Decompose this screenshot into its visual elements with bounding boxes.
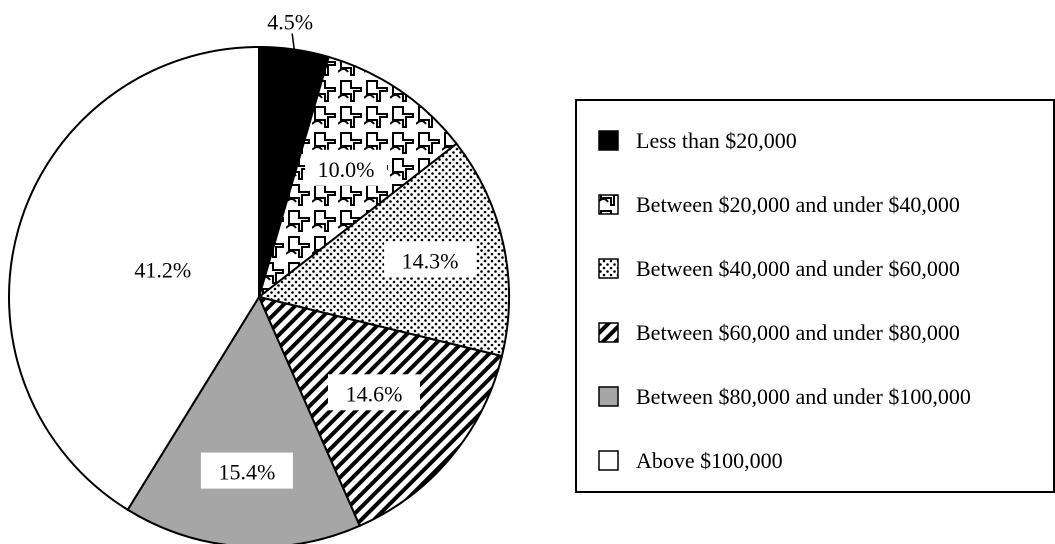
legend-swatch-4 xyxy=(598,322,619,343)
data-label-2: 10.0% xyxy=(318,157,375,182)
legend-label-6: Above $100,000 xyxy=(636,448,783,473)
data-label-3: 14.3% xyxy=(402,248,459,273)
pie-slice-4 xyxy=(257,295,504,528)
legend-swatch-2 xyxy=(598,194,619,215)
data-label-background xyxy=(328,374,420,411)
legend-swatch-5 xyxy=(598,386,619,407)
legend-swatch-3 xyxy=(598,258,619,279)
pie-slice-5 xyxy=(126,294,362,544)
data-label-leader-line xyxy=(291,33,295,50)
data-label-background xyxy=(384,241,477,278)
data-label-1: 4.5% xyxy=(267,10,313,35)
legend-swatch-1 xyxy=(598,130,619,151)
data-label-6: 41.2% xyxy=(134,258,191,283)
data-label-5: 15.4% xyxy=(218,460,275,485)
legend-label-4: Between $60,000 and under $80,000 xyxy=(636,320,960,345)
data-label-background xyxy=(305,149,388,186)
legend-label-5: Between $80,000 and under $100,000 xyxy=(636,384,971,409)
legend-label-1: Less than $20,000 xyxy=(636,128,797,153)
legend-label-2: Between $20,000 and under $40,000 xyxy=(636,192,960,217)
data-label-background xyxy=(200,452,293,489)
legend-swatch-6 xyxy=(598,450,619,471)
pie-slice-6 xyxy=(8,45,260,512)
pie-slice-3 xyxy=(256,142,510,358)
legend: Less than $20,000 Between $20,000 and und… xyxy=(575,99,1055,493)
pie-data-labels: 4.5% 10.0% 14.3% 14.6% 15.4% 41.2% xyxy=(134,10,477,489)
legend-label-3: Between $40,000 and under $60,000 xyxy=(636,256,960,281)
legend-frame xyxy=(575,99,1055,493)
pie-slices xyxy=(8,45,510,544)
data-label-4: 14.6% xyxy=(346,381,403,406)
